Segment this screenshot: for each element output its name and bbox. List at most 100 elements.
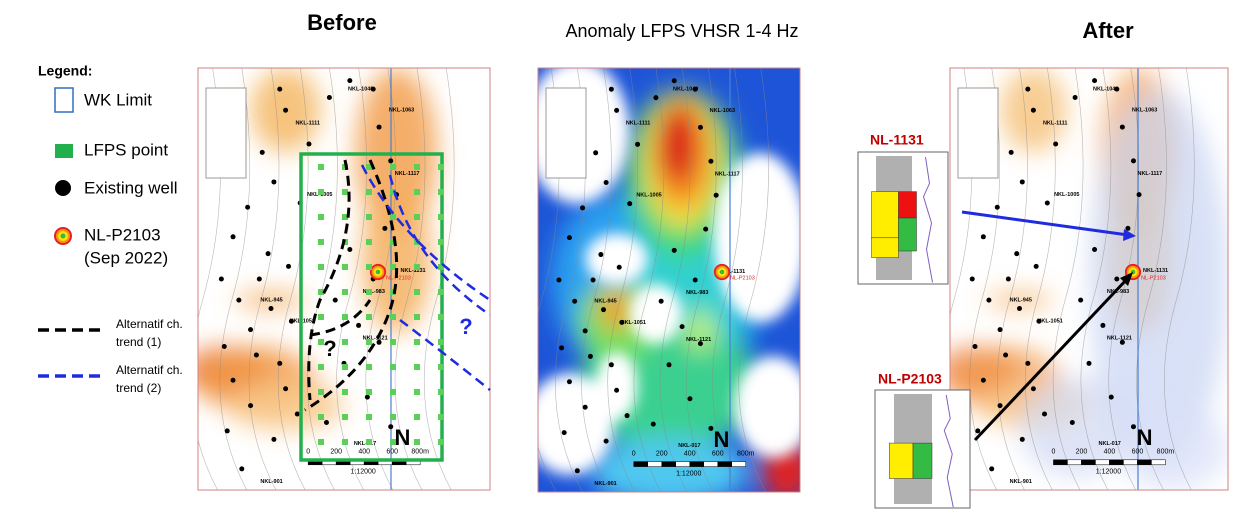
well	[1042, 412, 1047, 417]
lfps-point	[390, 264, 396, 270]
well	[388, 424, 393, 429]
lfps-point	[366, 214, 372, 220]
lfps-point	[366, 264, 372, 270]
well	[583, 328, 588, 333]
well-label: NKL-1040	[1093, 87, 1118, 93]
lfps-point	[438, 214, 444, 220]
well	[986, 298, 991, 303]
well	[614, 108, 619, 113]
well	[231, 234, 236, 239]
scale-bar	[732, 462, 746, 467]
scale-tick: 0	[632, 450, 636, 457]
page: {"titles": {"before": "Before", "anomaly…	[0, 0, 1235, 510]
scale-tick: 600	[386, 449, 398, 456]
well-label: NKL-1117	[715, 171, 740, 177]
scale-bar	[648, 462, 662, 467]
well	[567, 235, 572, 240]
lfps-point	[342, 439, 348, 445]
well	[1070, 420, 1075, 425]
slide: BeforeAnomaly LFPS VHSR 1-4 HzAfterLegen…	[0, 0, 1235, 510]
well	[231, 378, 236, 383]
scale-tick: 400	[358, 449, 370, 456]
well	[708, 159, 713, 164]
well	[248, 327, 253, 332]
log-block	[872, 238, 899, 258]
scale-bar	[1137, 460, 1151, 465]
well-label: NKL-1005	[636, 193, 661, 199]
well	[998, 403, 1003, 408]
well-label: NKL-1111	[626, 121, 650, 127]
lfps-point	[318, 389, 324, 395]
lfps-point	[390, 389, 396, 395]
well-label: NKL-1051	[1037, 319, 1062, 325]
label: Existing well	[84, 178, 178, 197]
scale-ratio: 1:12000	[1096, 469, 1121, 476]
color-key	[958, 88, 998, 178]
lfps-point	[414, 214, 420, 220]
scale-bar	[1095, 460, 1109, 465]
scale-tick: 0	[1051, 449, 1055, 456]
well	[614, 388, 619, 393]
well	[1109, 395, 1114, 400]
well	[667, 362, 672, 367]
scale-bar	[1109, 460, 1123, 465]
well-label: NKL-1117	[395, 171, 420, 177]
well	[1092, 78, 1097, 83]
color-key	[206, 88, 246, 178]
well	[365, 395, 370, 400]
scale-tick: 400	[684, 450, 696, 457]
lfps-point	[366, 239, 372, 245]
well-label: NKL-1111	[1043, 120, 1067, 126]
well	[239, 466, 244, 471]
lfps-point	[342, 389, 348, 395]
label: Alternatif ch.	[116, 317, 183, 331]
lfps-point	[366, 439, 372, 445]
lfps-point	[318, 264, 324, 270]
well	[698, 125, 703, 130]
well	[277, 87, 282, 92]
well	[604, 439, 609, 444]
lfps-icon	[55, 144, 73, 158]
lfps-point	[366, 289, 372, 295]
label: LFPS point	[84, 140, 168, 159]
well	[266, 251, 271, 256]
log-block	[889, 443, 913, 478]
lfps-point	[438, 289, 444, 295]
well	[271, 179, 276, 184]
well	[580, 205, 585, 210]
well-label: NKL-901	[1010, 479, 1032, 485]
lfps-point	[366, 414, 372, 420]
well	[680, 324, 685, 329]
well	[248, 403, 253, 408]
well-label: NKL-1063	[710, 108, 735, 114]
well	[609, 87, 614, 92]
well	[1006, 277, 1011, 282]
white-blob	[714, 153, 808, 323]
new-well-icon	[720, 270, 725, 275]
scale-ratio: 1:12000	[351, 469, 376, 476]
question-mark: ?	[323, 336, 336, 361]
scale-bar	[1151, 460, 1165, 465]
well-label: NKL-901	[594, 481, 616, 487]
lfps-point	[366, 389, 372, 395]
question-mark: ?	[459, 314, 472, 339]
well	[604, 180, 609, 185]
label: Alternatif ch.	[116, 363, 183, 377]
well	[1114, 277, 1119, 282]
well	[1025, 361, 1030, 366]
lfps-point	[342, 264, 348, 270]
white-blob	[585, 233, 648, 284]
new-well-icon	[61, 234, 66, 239]
well	[382, 226, 387, 231]
well-label: NKL-1063	[389, 108, 414, 114]
well	[1078, 298, 1083, 303]
well	[672, 248, 677, 253]
well	[324, 420, 329, 425]
well-label: NKL-017	[678, 443, 700, 449]
well	[653, 95, 658, 100]
well	[583, 405, 588, 410]
lfps-point	[390, 314, 396, 320]
lfps-point	[366, 314, 372, 320]
lfps-point	[366, 339, 372, 345]
well-label: NKL-017	[354, 441, 376, 447]
